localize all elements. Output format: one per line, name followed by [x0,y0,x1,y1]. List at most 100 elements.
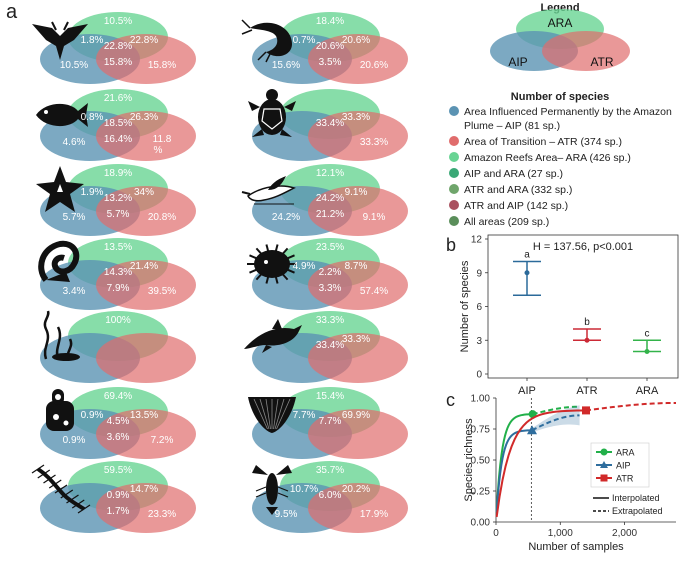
dolphin-body [244,325,302,349]
venn-value-atr-aip: 3.6% [107,432,130,443]
venn-value-aip-ara: 7.7% [293,410,316,421]
venn-diagram: 69.4%0.9% 13.5%4.5%0.9% 3.6% 7.2% [40,387,196,459]
legend-item-text: ATR and ARA (332 sp.) [464,184,572,196]
venn-value-ara: 18.4% [316,16,344,27]
venn-atr-circle [96,186,196,236]
lobster-legs [255,486,289,498]
urchin-spot [264,260,268,264]
venn-value-all: 2.2% [319,267,342,278]
venn-value-ara: 21.6% [104,93,132,104]
venn-value-atr-ara: 20.6% [342,35,370,46]
legend-item-aip: Area Influenced Permanently by the Amazo… [449,106,672,132]
turtle-icon [248,89,296,137]
urchin-spine [286,268,295,274]
venn-atr-circle [308,111,408,161]
legend-item-text: ATR and AIP (142 sp.) [464,200,568,212]
shrimp-body [250,22,292,57]
venn-value-atr-aip: 15.8% [104,57,132,68]
venn-value-aip: 0.9% [63,435,86,446]
venn-value-atr-aip: 3.3% [319,283,342,294]
x-tick-label: 0 [493,528,499,539]
venn-value-ara: 35.7% [316,465,344,476]
venn-value-aip: 5.7% [63,212,86,223]
seabird-wing [268,176,286,190]
venn-diagram: 18.9%1.9% 34%13.2% 5.7% 5.7% 20.8% [36,164,196,236]
x-axis-label: Number of samples [528,541,624,553]
urchin-spine [255,247,263,256]
venn-value-all: 33.4% [316,340,344,351]
urchin-body [254,250,290,278]
venn-value-all: 33.4% [316,118,344,129]
venn-atr-circle [96,260,196,310]
venn-grid: 10.5%1.8% 22.8%22.8%10.5% 15.8% 15.8%18.4%0… [31,12,408,533]
venn-atr-circle [96,34,196,84]
fish-icon [36,103,88,127]
venn-value-atr: 9.1% [363,212,386,223]
series-legend: ARA AIP ATR [590,442,650,488]
venn-value-aip-ara: 0.9% [81,410,104,421]
venn-value-atr-aip: 1.7% [107,506,130,517]
shrimp-legs [241,19,271,63]
urchin-spine [281,247,289,256]
venn-value-all: 13.2% [104,193,132,204]
venn-value-atr-ara: 14.7% [130,484,158,495]
median-point [644,349,650,354]
gastropod-spiral [38,240,80,282]
venn-atr-circle [308,260,408,310]
venn-diagram: 33.3%33.4%33.3% [248,89,408,161]
panel-label-c: c [446,390,455,410]
venn-value-all: 14.3% [104,267,132,278]
series-legend-label: AIP [616,461,631,471]
lobster-body [266,473,278,505]
venn-value-atr-aip: 5.7% [107,209,130,220]
curve-interpolated-atr [495,409,587,518]
legend-item-aip-ara: AIP and ARA (27 sp.) [449,168,563,180]
venn-value-aip-ara: 1.9% [81,187,104,198]
venn-value-atr-aip: 21.2% [316,209,344,220]
venn-value-all: 7.7% [319,416,342,427]
venn-atr-circle [96,409,196,459]
polychaete-icon [31,464,91,514]
venn-diagram: 35.7% 10.7% 20.2%6.0% 9.5% 17.9% [252,461,408,533]
venn-value-ara: 100% [105,315,131,326]
venn-value-ara: 13.5% [104,242,132,253]
venn-atr-circle [308,409,408,459]
legend-item-all: All areas (209 sp.) [449,216,549,228]
venn-value-aip-ara: 4.9% [293,261,316,272]
urchin-spine [274,275,279,284]
urchin-spine [249,268,258,274]
venn-value-atr: 20.6% [360,60,388,71]
series-legend-label: ARA [616,448,635,458]
interpolated-label: Interpolated [612,493,660,503]
legend-item-atr-ara: ATR and ARA (332 sp.) [449,184,572,196]
legend-items: Area Influenced Permanently by the Amazo… [449,106,672,228]
venn-value-atr: 33.3% [360,137,388,148]
panel-b-frame [487,234,679,379]
reference-marker-atr [582,406,590,415]
y-tick-label: 0.00 [471,518,491,529]
bivalve-rib [276,398,291,430]
shrimp-icon [241,19,292,63]
legend-venn-label-aip: AIP [508,55,527,69]
y-tick-label: 0.50 [471,456,491,467]
venn-value-all: 18.5% [104,118,132,129]
legend-swatch [449,136,459,146]
urchin-spine [281,272,289,281]
venn-value-aip-ara: 1.8% [81,35,104,46]
venn-value-aip: 24.2% [272,212,300,223]
worm-parapodia [60,489,74,499]
venn-diagram: 13.5% 21.4%14.3% 3.4% 7.9% 39.5% [38,238,196,310]
venn-value-ara: 12.1% [316,168,344,179]
legend-item-ara: Amazon Reefs Area– ARA (426 sp.) [449,152,631,164]
bivalve-rib [273,398,279,430]
seaweed-frond-1 [43,310,50,360]
turtle-head [266,89,278,101]
panel-b-chart: 0 3 6 9 12 Number of species H = 137.56, p<0.0… [459,234,679,397]
sponge-pore [53,414,59,420]
worm-parapodia [48,479,62,489]
venn-value-atr-ara: 33.3% [342,112,370,123]
y-tick-label: 0 [476,370,482,381]
curve-interpolated-aip [495,429,533,513]
panel-label-b: b [446,235,456,255]
series-legend-marker [600,448,608,456]
